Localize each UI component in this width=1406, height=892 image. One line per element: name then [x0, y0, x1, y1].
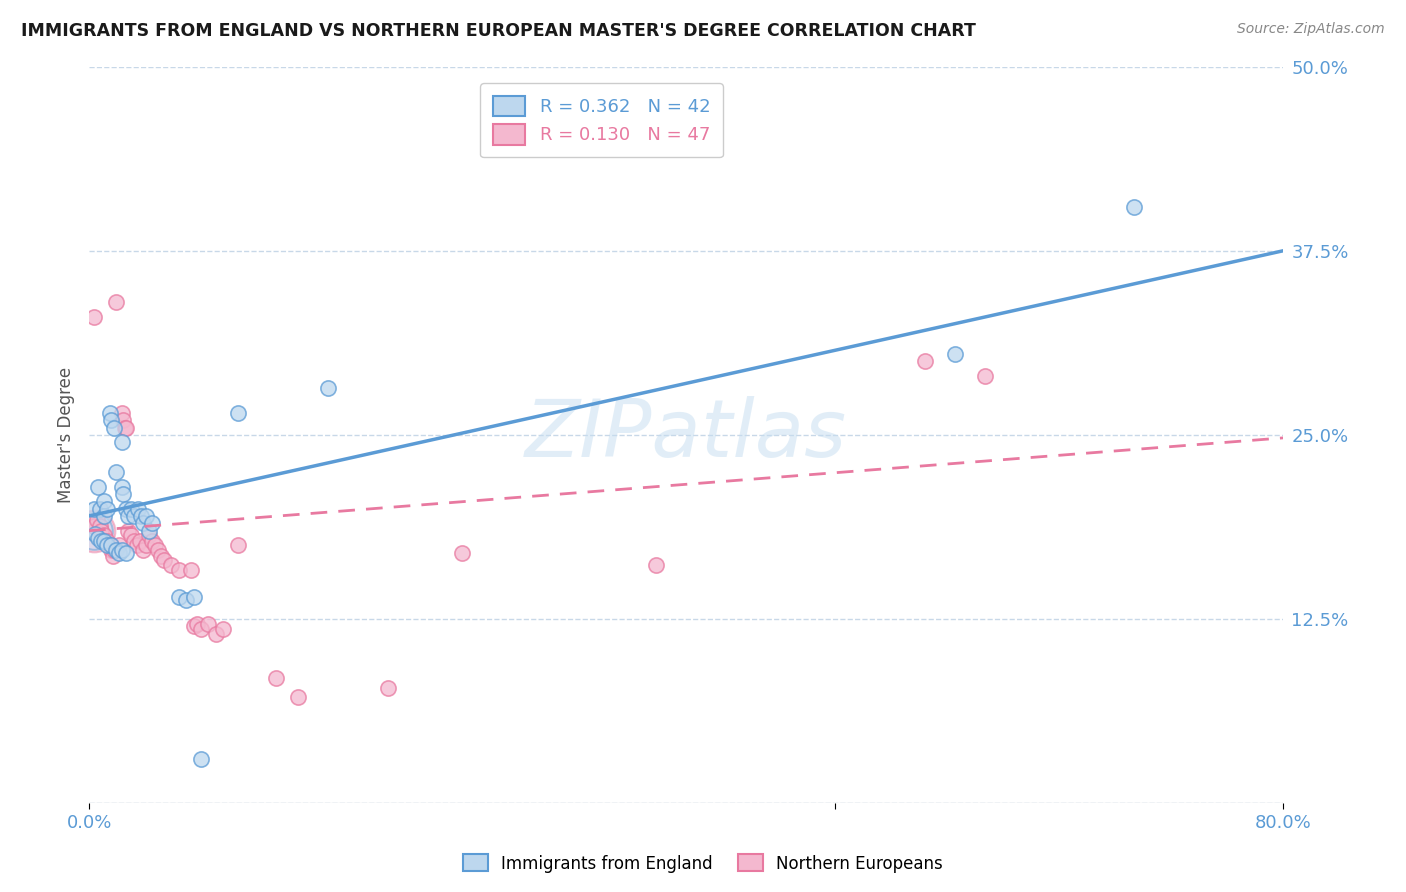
- Point: [167, 564, 190, 578]
- Point: [212, 623, 235, 637]
- Point: [122, 508, 145, 523]
- Point: [86, 513, 108, 527]
- Point: [84, 526, 107, 541]
- Point: [180, 564, 202, 578]
- Point: [125, 538, 148, 552]
- Point: [112, 487, 135, 501]
- Point: [943, 347, 966, 361]
- Point: [228, 538, 250, 552]
- Point: [115, 420, 138, 434]
- Point: [183, 590, 205, 604]
- Point: [111, 479, 134, 493]
- Text: Source: ZipAtlas.com: Source: ZipAtlas.com: [1237, 22, 1385, 37]
- Point: [197, 616, 219, 631]
- Text: ZIPatlas: ZIPatlas: [524, 396, 848, 474]
- Point: [190, 752, 212, 766]
- Point: [120, 501, 142, 516]
- Point: [132, 516, 155, 531]
- Point: [112, 413, 135, 427]
- Point: [115, 501, 138, 516]
- Legend: Immigrants from England, Northern Europeans: Immigrants from England, Northern Europe…: [457, 847, 949, 880]
- Point: [89, 501, 111, 516]
- Point: [83, 310, 105, 324]
- Point: [451, 546, 474, 560]
- Point: [143, 538, 166, 552]
- Point: [135, 508, 157, 523]
- Point: [122, 534, 145, 549]
- Point: [174, 593, 197, 607]
- Point: [377, 681, 399, 696]
- Point: [141, 516, 163, 531]
- Point: [115, 546, 138, 560]
- Point: [87, 531, 110, 545]
- Point: [117, 508, 139, 523]
- Point: [90, 534, 112, 549]
- Point: [87, 479, 110, 493]
- Point: [104, 465, 127, 479]
- Point: [190, 623, 212, 637]
- Point: [83, 524, 105, 538]
- Point: [146, 542, 169, 557]
- Point: [108, 538, 131, 552]
- Point: [89, 519, 111, 533]
- Legend: R = 0.362   N = 42, R = 0.130   N = 47: R = 0.362 N = 42, R = 0.130 N = 47: [481, 83, 723, 157]
- Point: [90, 524, 112, 538]
- Point: [93, 528, 115, 542]
- Point: [128, 534, 150, 549]
- Point: [138, 524, 160, 538]
- Point: [98, 406, 121, 420]
- Point: [103, 420, 125, 434]
- Point: [100, 538, 122, 552]
- Point: [96, 534, 118, 549]
- Point: [111, 435, 134, 450]
- Point: [111, 542, 134, 557]
- Point: [135, 538, 157, 552]
- Point: [228, 406, 250, 420]
- Point: [98, 538, 121, 552]
- Point: [103, 542, 125, 557]
- Point: [160, 558, 183, 572]
- Point: [96, 501, 118, 516]
- Point: [108, 546, 131, 560]
- Point: [101, 549, 124, 563]
- Point: [100, 413, 122, 427]
- Point: [104, 295, 127, 310]
- Point: [186, 616, 208, 631]
- Y-axis label: Master's Degree: Master's Degree: [58, 367, 75, 503]
- Point: [152, 553, 174, 567]
- Point: [100, 542, 122, 557]
- Point: [96, 538, 118, 552]
- Point: [111, 406, 134, 420]
- Point: [141, 534, 163, 549]
- Point: [1122, 200, 1144, 214]
- Point: [973, 369, 995, 384]
- Point: [117, 524, 139, 538]
- Point: [914, 354, 936, 368]
- Point: [167, 590, 190, 604]
- Point: [120, 528, 142, 542]
- Point: [93, 494, 115, 508]
- Point: [645, 558, 668, 572]
- Point: [83, 524, 105, 538]
- Point: [104, 542, 127, 557]
- Point: [149, 549, 172, 563]
- Point: [83, 501, 105, 516]
- Point: [132, 542, 155, 557]
- Point: [183, 619, 205, 633]
- Point: [138, 528, 160, 542]
- Point: [264, 671, 287, 685]
- Point: [93, 508, 115, 523]
- Point: [205, 627, 228, 641]
- Point: [131, 508, 153, 523]
- Point: [127, 501, 149, 516]
- Point: [93, 534, 115, 549]
- Point: [287, 690, 309, 705]
- Point: [83, 519, 105, 533]
- Point: [316, 381, 339, 395]
- Text: IMMIGRANTS FROM ENGLAND VS NORTHERN EUROPEAN MASTER'S DEGREE CORRELATION CHART: IMMIGRANTS FROM ENGLAND VS NORTHERN EURO…: [21, 22, 976, 40]
- Point: [114, 420, 136, 434]
